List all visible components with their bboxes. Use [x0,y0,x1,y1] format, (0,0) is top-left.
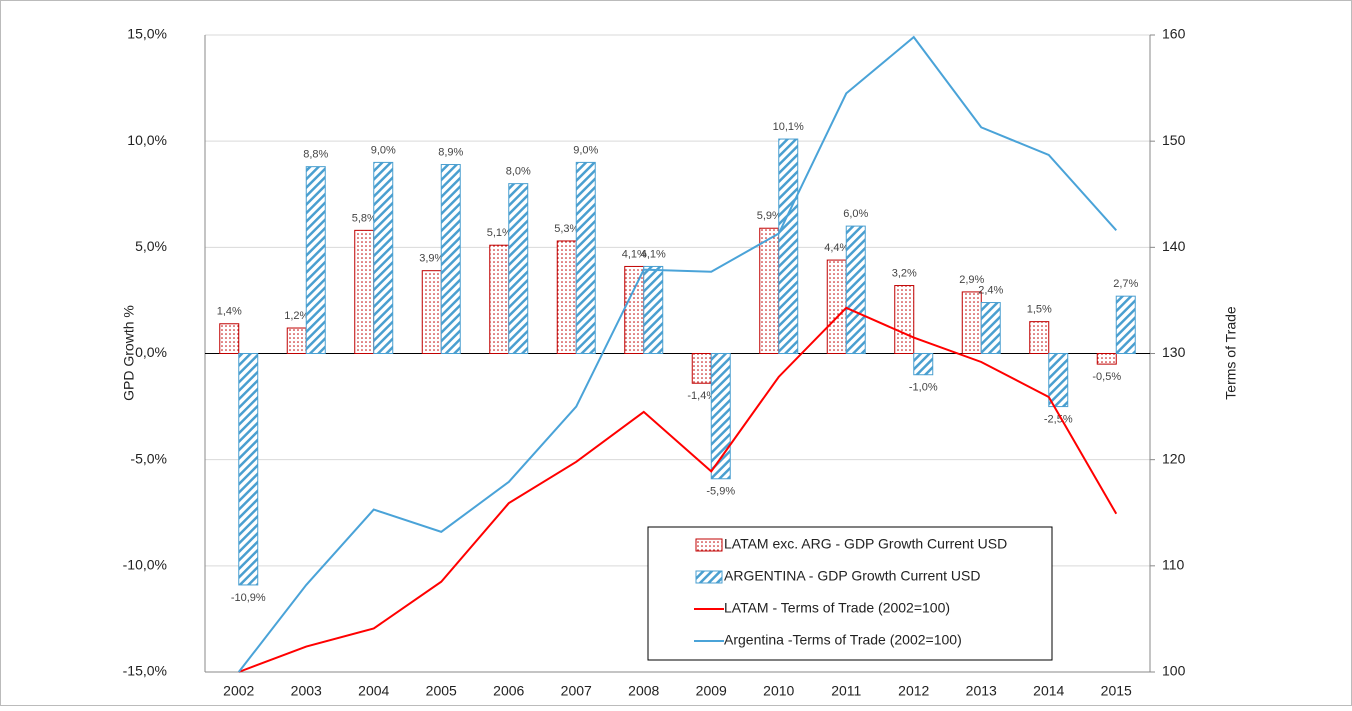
bar [894,285,915,355]
x-tick-label: 2003 [291,683,322,699]
bar [421,270,442,354]
data-label: 2,7% [1113,278,1138,290]
x-tick-label: 2004 [358,683,389,699]
data-label: 1,5% [1027,304,1052,316]
x-tick-label: 2007 [561,683,592,699]
data-label: -1,0% [909,382,938,394]
x-tick-label: 2012 [898,683,929,699]
line [238,306,1118,673]
bar [1029,321,1050,354]
y2-tick-label: 100 [1162,663,1186,679]
bar [913,353,934,376]
y2-tick-label: 150 [1162,132,1186,148]
bar [624,265,645,354]
legend-swatch [695,538,723,552]
y-tick-label: 15,0% [127,26,167,42]
bar [1115,295,1136,355]
bar [508,183,529,354]
data-label: 8,0% [506,166,531,178]
x-tick-label: 2015 [1101,683,1132,699]
bar [980,302,1001,355]
data-label: 1,4% [217,306,242,318]
x-tick-label: 2009 [696,683,727,699]
data-label: 4,4% [824,242,849,254]
bar [778,138,799,354]
y-tick-label: 5,0% [135,238,167,254]
y2-tick-label: 120 [1162,450,1186,466]
x-tick-label: 2010 [763,683,794,699]
data-label: -10,9% [231,592,266,604]
line [237,35,1117,673]
data-label: 9,0% [573,144,598,156]
data-label: 1,2% [284,310,309,322]
bar [575,161,596,354]
x-tick-label: 2014 [1033,683,1064,699]
bar [219,323,240,355]
bar [759,227,780,354]
bar [440,164,461,354]
data-label: 5,9% [757,210,782,222]
data-label: -0,5% [1092,371,1121,383]
y2-tick-label: 140 [1162,238,1186,254]
legend-label: LATAM exc. ARG - GDP Growth Current USD [724,536,1007,552]
y-tick-label: -10,0% [123,557,167,573]
bar [286,327,307,354]
y2-tick-label: 130 [1162,344,1186,360]
y-tick-label: -15,0% [123,663,167,679]
x-tick-label: 2002 [223,683,254,699]
data-label: 4,1% [622,248,647,260]
bar [1048,353,1069,408]
bar [961,291,982,355]
y-tick-label: 0,0% [135,344,167,360]
y2-tick-label: 110 [1162,557,1185,573]
x-tick-label: 2006 [493,683,524,699]
bar [238,353,259,586]
y2-axis-title: Terms of Trade [1223,306,1239,400]
data-label: 2,4% [978,284,1003,296]
y-tick-label: -5,0% [130,450,167,466]
y-axis-title: GPD Growth % [121,305,137,401]
data-label: 6,0% [843,208,868,220]
legend-swatch [695,570,723,584]
bar [489,244,510,355]
legend-label: LATAM - Terms of Trade (2002=100) [724,600,950,616]
x-tick-label: 2013 [966,683,997,699]
y-tick-label: 10,0% [127,132,167,148]
data-label: 5,8% [352,212,377,224]
bar [710,353,731,480]
data-label: -5,9% [706,486,735,498]
bar [826,259,847,354]
data-label: 4,1% [641,248,666,260]
y2-tick-label: 160 [1162,26,1186,42]
data-label: 9,0% [371,144,396,156]
data-label: 3,9% [419,253,444,265]
bar [845,225,866,355]
data-label: -2,5% [1044,413,1073,425]
bar [643,265,664,354]
bar [556,240,577,354]
data-label: 3,2% [892,267,917,279]
data-label: 10,1% [773,121,804,133]
bar [373,161,394,354]
data-label: 5,3% [554,223,579,235]
bar [1096,353,1117,365]
legend-label: ARGENTINA - GDP Growth Current USD [724,568,980,584]
data-label: 5,1% [487,227,512,239]
bar [305,166,326,354]
data-label: 8,9% [438,146,463,158]
x-tick-label: 2008 [628,683,659,699]
data-label: 8,8% [303,149,328,161]
x-tick-label: 2011 [831,683,861,699]
x-tick-label: 2005 [426,683,457,699]
data-label: -1,4% [687,390,716,402]
data-label: 2,9% [959,274,984,286]
bar [691,353,712,384]
legend-label: Argentina -Terms of Trade (2002=100) [724,632,962,648]
bar [354,229,375,354]
